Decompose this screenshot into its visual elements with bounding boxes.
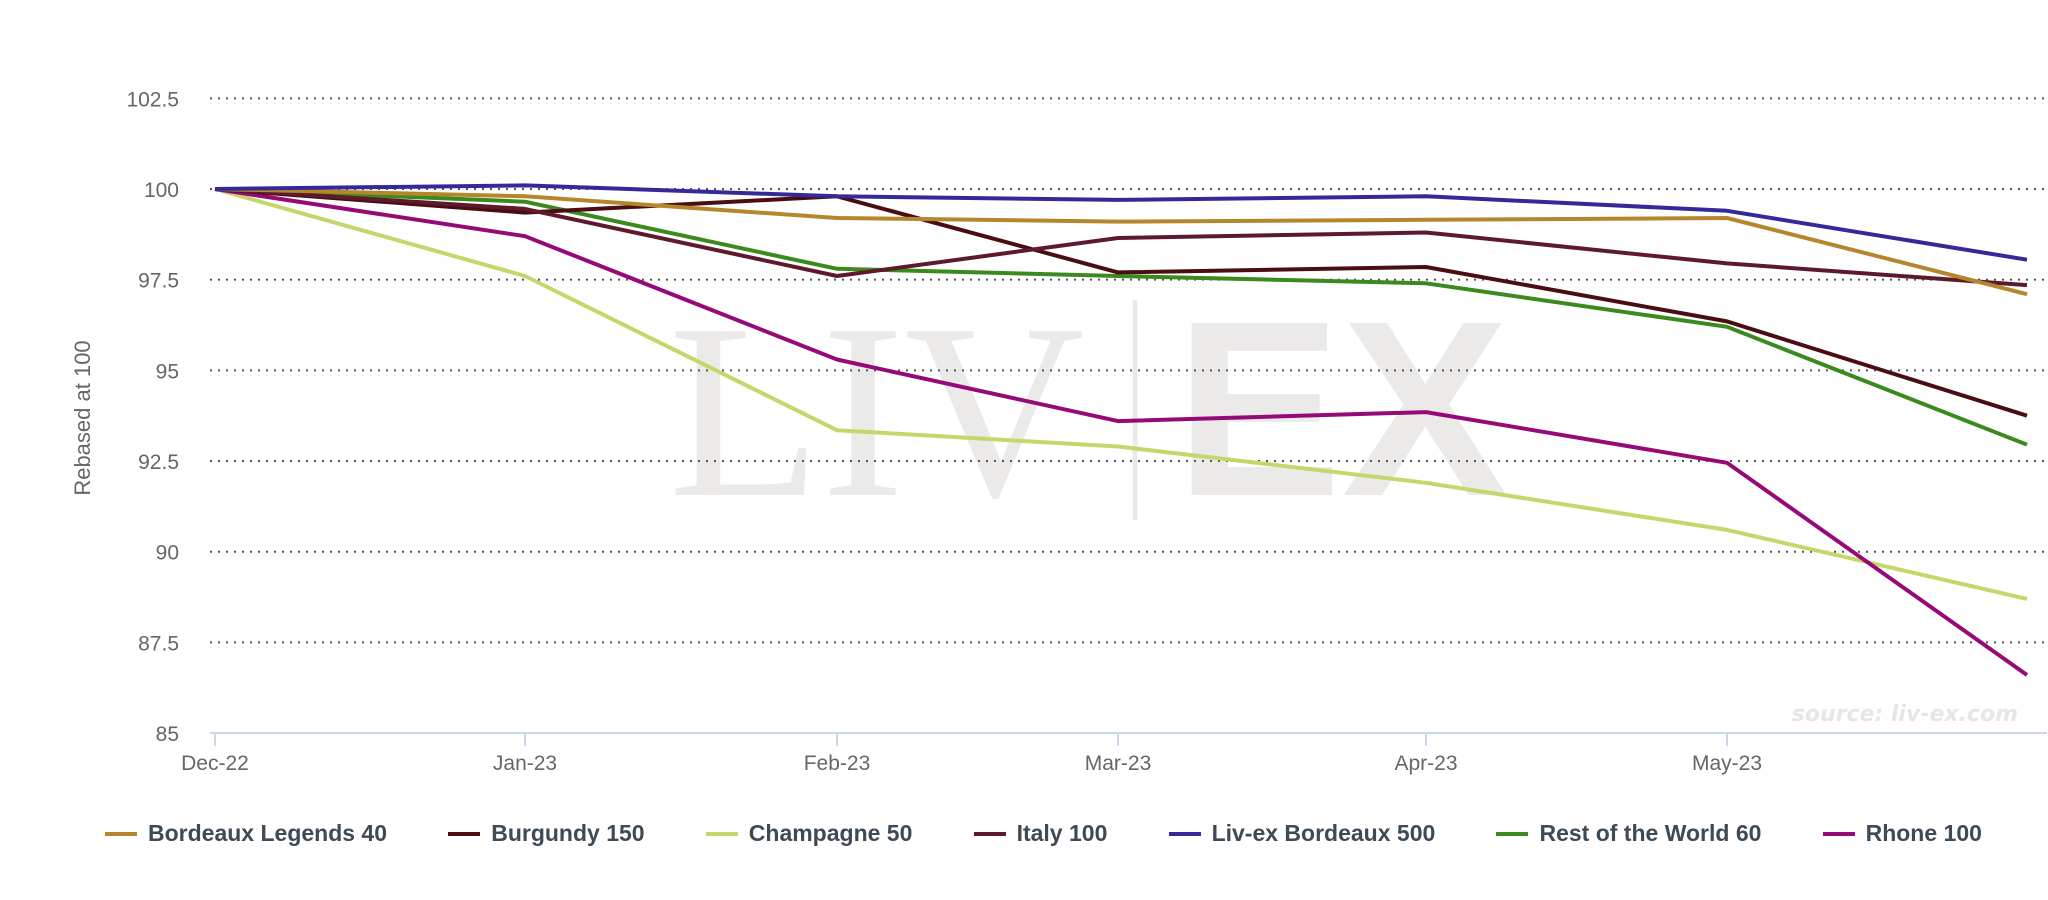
y-tick-label: 100 bbox=[144, 179, 179, 202]
legend-label: Italy 100 bbox=[1016, 820, 1108, 846]
y-tick-label: 95 bbox=[156, 360, 179, 383]
y-axis-title: Rebased at 100 bbox=[70, 340, 95, 495]
x-tick-label: Apr-23 bbox=[1394, 752, 1457, 775]
x-tick-label: Dec-22 bbox=[181, 752, 249, 775]
y-axis-ticks: 85 87.5 90 92.5 95 97.5 100 102.5 bbox=[126, 88, 179, 746]
legend-swatch bbox=[973, 831, 1006, 836]
legend: Bordeaux Legends 40 Burgundy 150 Champagne… bbox=[105, 820, 1982, 847]
legend-swatch bbox=[448, 831, 481, 836]
legend-swatch bbox=[1496, 831, 1529, 836]
legend-swatch bbox=[705, 831, 738, 836]
legend-item[interactable]: Liv-ex Bordeaux 500 bbox=[1168, 820, 1436, 847]
liv-ex-watermark: LIV EX bbox=[668, 269, 1508, 550]
legend-label: Liv-ex Bordeaux 500 bbox=[1211, 820, 1436, 846]
series-line-italy-100[interactable] bbox=[214, 187, 2028, 288]
watermark-text: LIV bbox=[668, 273, 1085, 550]
y-tick-label: 90 bbox=[156, 542, 179, 565]
legend-label: Rhone 100 bbox=[1865, 820, 1982, 846]
series-line-burgundy-150[interactable] bbox=[214, 187, 2028, 418]
legend-item[interactable]: Rhone 100 bbox=[1822, 820, 1982, 847]
watermark-text: EX bbox=[1175, 269, 1509, 548]
series-line-rhone-100[interactable] bbox=[214, 187, 2029, 677]
series-lines bbox=[214, 183, 2029, 677]
series-line-champagne-50[interactable] bbox=[214, 187, 2028, 601]
x-tick-label: May-23 bbox=[1692, 752, 1762, 775]
y-tick-label: 102.5 bbox=[126, 88, 179, 111]
legend-swatch bbox=[105, 831, 137, 836]
legend-label: Bordeaux Legends 40 bbox=[148, 820, 388, 846]
x-tick-label: Jan-23 bbox=[493, 752, 557, 775]
series-line-bordeaux-legends-40[interactable] bbox=[214, 187, 2028, 297]
legend-item[interactable]: Bordeaux Legends 40 bbox=[105, 820, 387, 847]
y-tick-label: 97.5 bbox=[138, 270, 179, 293]
series-line-rest-of-the-world-60[interactable] bbox=[214, 187, 2028, 447]
legend-label: Rest of the World 60 bbox=[1539, 820, 1762, 846]
x-tick-label: Feb-23 bbox=[804, 752, 871, 775]
legend-item[interactable]: Burgundy 150 bbox=[448, 820, 645, 847]
grid-lines bbox=[210, 97, 2047, 644]
legend-item[interactable]: Rest of the World 60 bbox=[1496, 820, 1761, 847]
legend-item[interactable]: Italy 100 bbox=[973, 820, 1108, 847]
x-tick-label: Mar-23 bbox=[1085, 752, 1152, 775]
series-line-liv-ex-bordeaux-500[interactable] bbox=[214, 183, 2028, 262]
x-axis: Dec-22 Jan-23 Feb-23 Mar-23 Apr-23 May-23 bbox=[181, 732, 2047, 775]
legend-swatch bbox=[1168, 831, 1201, 836]
legend-label: Burgundy 150 bbox=[491, 820, 645, 846]
y-tick-label: 92.5 bbox=[138, 451, 179, 474]
legend-item[interactable]: Champagne 50 bbox=[705, 820, 913, 847]
y-tick-label: 87.5 bbox=[138, 632, 179, 655]
legend-swatch bbox=[1822, 831, 1855, 836]
y-tick-label: 85 bbox=[156, 723, 179, 746]
legend-label: Champagne 50 bbox=[748, 820, 913, 846]
source-credit: source: liv-ex.com bbox=[1792, 702, 2018, 727]
